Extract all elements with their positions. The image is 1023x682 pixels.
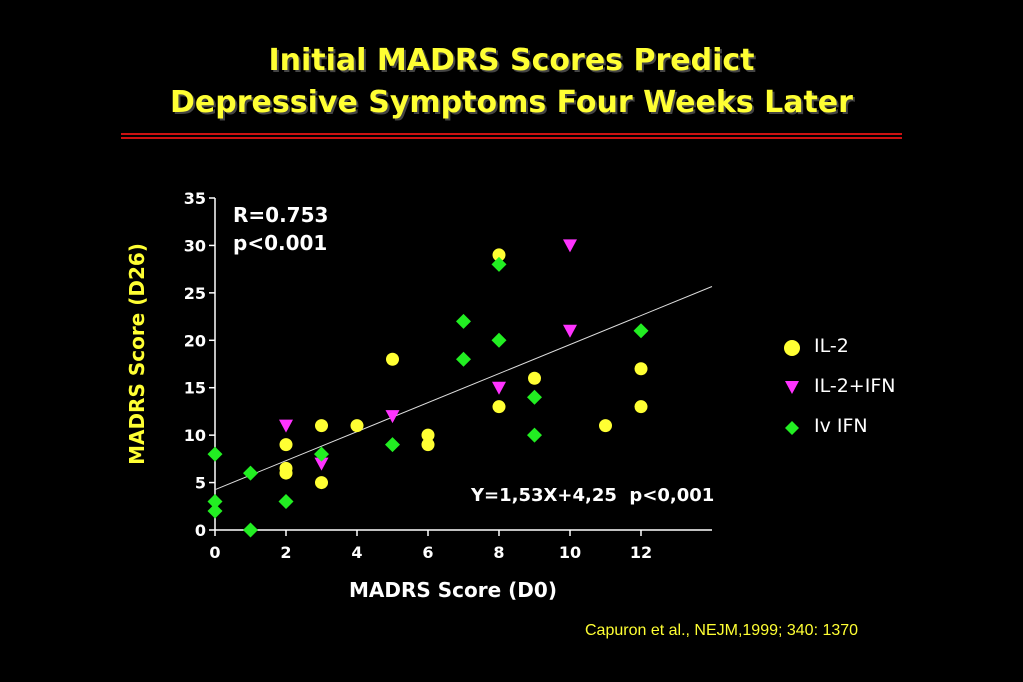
data-point-diamond (243, 522, 258, 538)
diamond-marker-icon (785, 421, 799, 435)
data-point-circle (599, 419, 612, 433)
title-line-2: Depressive Symptoms Four Weeks Later (170, 85, 853, 120)
data-point-diamond (243, 465, 258, 481)
x-tick-label: 0 (209, 543, 220, 562)
data-point-circle (528, 371, 541, 385)
y-tick-label: 15 (184, 379, 206, 398)
legend-label-il2: IL-2 (814, 335, 849, 357)
circle-marker-icon (784, 340, 800, 356)
data-point-diamond (207, 446, 223, 462)
data-point-diamond (207, 494, 223, 510)
data-point-circle (315, 476, 328, 490)
data-point-circle (492, 400, 506, 414)
x-tick-label: 8 (493, 543, 504, 562)
data-point-triangle (563, 324, 577, 338)
data-point-circle (279, 438, 293, 452)
regression-line (214, 286, 713, 491)
title-line-1: Initial MADRS Scores Predict (268, 43, 755, 78)
data-point-circle (315, 419, 328, 433)
regression-equation: Y=1,53X+4,25 p<0,001 (471, 485, 715, 506)
title-divider-top (121, 133, 902, 135)
y-tick-label: 10 (184, 426, 206, 445)
data-point-triangle (563, 239, 577, 253)
data-point-diamond (527, 427, 542, 443)
data-point-diamond (527, 389, 542, 405)
data-point-diamond (491, 256, 507, 272)
y-tick-label: 30 (184, 236, 206, 255)
x-tick-label: 12 (630, 543, 652, 562)
correlation-r: R=0.753 (233, 203, 329, 227)
data-point-circle (492, 248, 506, 262)
y-tick-label: 5 (195, 474, 206, 493)
y-tick-label: 25 (184, 284, 206, 303)
x-tick-label: 2 (280, 543, 291, 562)
y-tick-label: 20 (184, 331, 206, 350)
data-point-diamond (314, 446, 329, 462)
data-point-triangle (279, 419, 293, 433)
y-tick-label: 0 (195, 521, 206, 540)
data-point-circle (634, 362, 648, 376)
y-tick-label: 35 (184, 189, 206, 208)
data-point-circle (350, 419, 364, 433)
x-tick-label: 10 (559, 543, 581, 562)
citation: Capuron et al., NEJM,1999; 340: 1370 (585, 622, 859, 639)
triangle-marker-icon (785, 381, 799, 394)
title-divider-bottom (121, 137, 902, 139)
legend-label-iv-ifn: Iv IFN (814, 415, 868, 437)
x-tick-label: 6 (422, 543, 433, 562)
data-point-circle (279, 466, 293, 480)
y-axis-label: MADRS Score (D26) (125, 243, 149, 465)
data-point-triangle (492, 381, 506, 395)
legend-label-il2-ifn: IL-2+IFN (814, 375, 896, 397)
data-point-circle (634, 400, 648, 414)
data-point-diamond (385, 437, 400, 453)
slide-title: Initial MADRS Scores Predict Depressive … (0, 40, 1023, 124)
data-point-diamond (207, 503, 223, 519)
data-point-triangle (385, 410, 400, 424)
data-point-circle (421, 428, 435, 442)
correlation-stats: R=0.753 p<0.001 (233, 201, 328, 257)
data-point-diamond (633, 323, 649, 339)
data-point-circle (386, 352, 399, 366)
data-point-diamond (456, 351, 471, 367)
data-point-diamond (278, 494, 294, 510)
correlation-p: p<0.001 (233, 231, 328, 255)
data-point-triangle (314, 457, 329, 471)
x-tick-label: 4 (351, 543, 362, 562)
data-point-diamond (456, 313, 471, 329)
data-point-diamond (491, 332, 507, 348)
data-point-circle (421, 438, 435, 452)
x-axis-label: MADRS Score (D0) (349, 578, 557, 602)
